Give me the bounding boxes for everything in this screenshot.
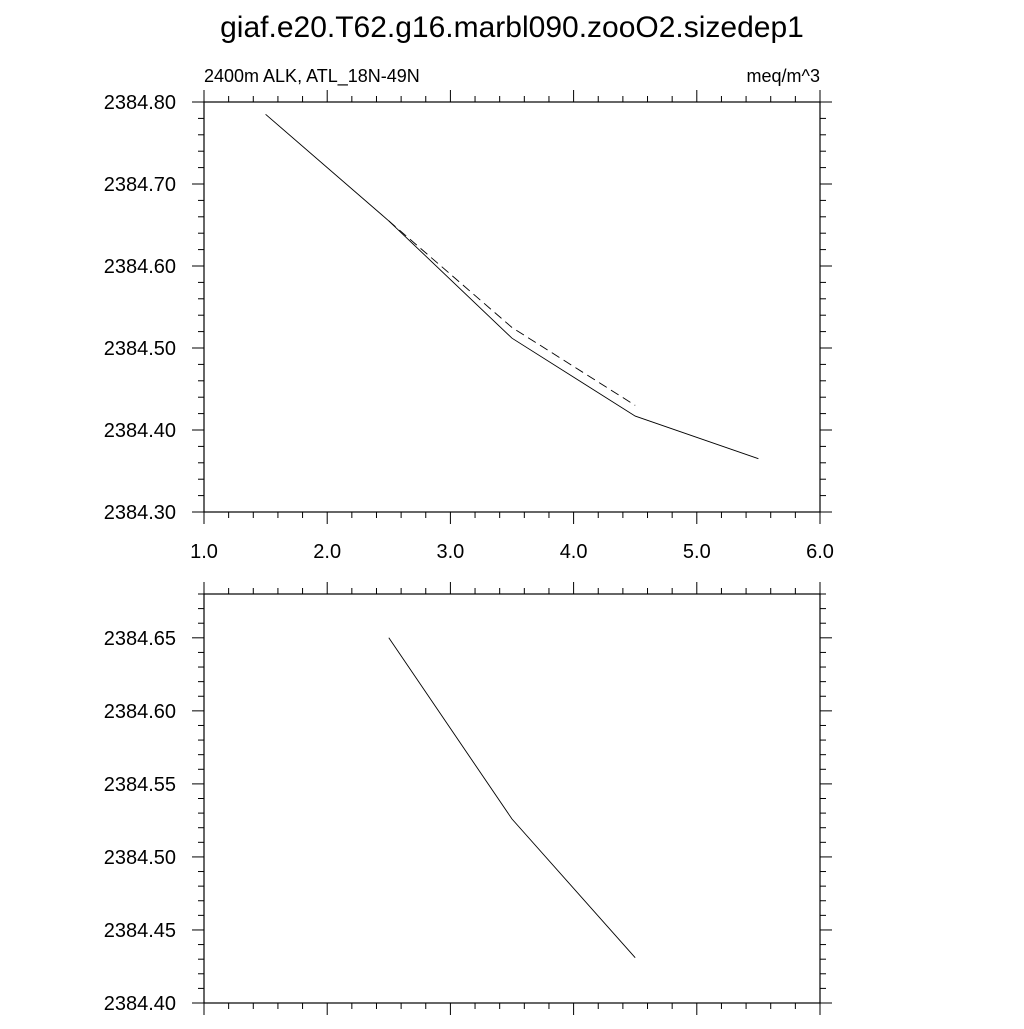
y-tick-label: 2384.70 bbox=[104, 174, 176, 196]
panel1-subtitle-left: 2400m ALK, ATL_18N-49N bbox=[204, 66, 420, 87]
panel1-plot: 2384.30 2384.40 2384.50 2384.60 2384.70 2384.… bbox=[104, 90, 834, 563]
y-tick-label: 2384.40 bbox=[104, 993, 176, 1015]
x-tick-label: 2.0 bbox=[313, 541, 341, 563]
y-tick-label: 2384.30 bbox=[104, 502, 176, 524]
x-tick-label: 1.0 bbox=[190, 541, 218, 563]
y-tick-label: 2384.55 bbox=[104, 774, 176, 796]
x-tick-label: 4.0 bbox=[560, 541, 588, 563]
chart-title: giaf.e20.T62.g16.marbl090.zooO2.sizedep1 bbox=[220, 11, 804, 44]
x-tick-label: 5.0 bbox=[683, 541, 711, 563]
y-tick-label: 2384.45 bbox=[104, 920, 176, 942]
x-tick-label: 3.0 bbox=[436, 541, 464, 563]
y-tick-label: 2384.60 bbox=[104, 256, 176, 278]
y-tick-label: 2384.80 bbox=[104, 92, 176, 114]
plot-frame bbox=[203, 593, 821, 1004]
solid-series-line bbox=[388, 637, 636, 958]
y-tick-label: 2384.60 bbox=[104, 701, 176, 723]
dashed-series-line bbox=[388, 220, 636, 406]
y-tick-label: 2384.40 bbox=[104, 420, 176, 442]
solid-series-line bbox=[265, 113, 759, 460]
plot-frame bbox=[203, 101, 821, 513]
x-tick-label: 6.0 bbox=[806, 541, 834, 563]
panel2-plot: 2384.40 2384.45 2384.50 2384.55 2384.60 2384.… bbox=[104, 582, 832, 1015]
panel1-subtitle-right: meq/m^3 bbox=[747, 66, 820, 86]
y-tick-label: 2384.50 bbox=[104, 847, 176, 869]
y-tick-label: 2384.50 bbox=[104, 338, 176, 360]
y-tick-label: 2384.65 bbox=[104, 628, 176, 650]
